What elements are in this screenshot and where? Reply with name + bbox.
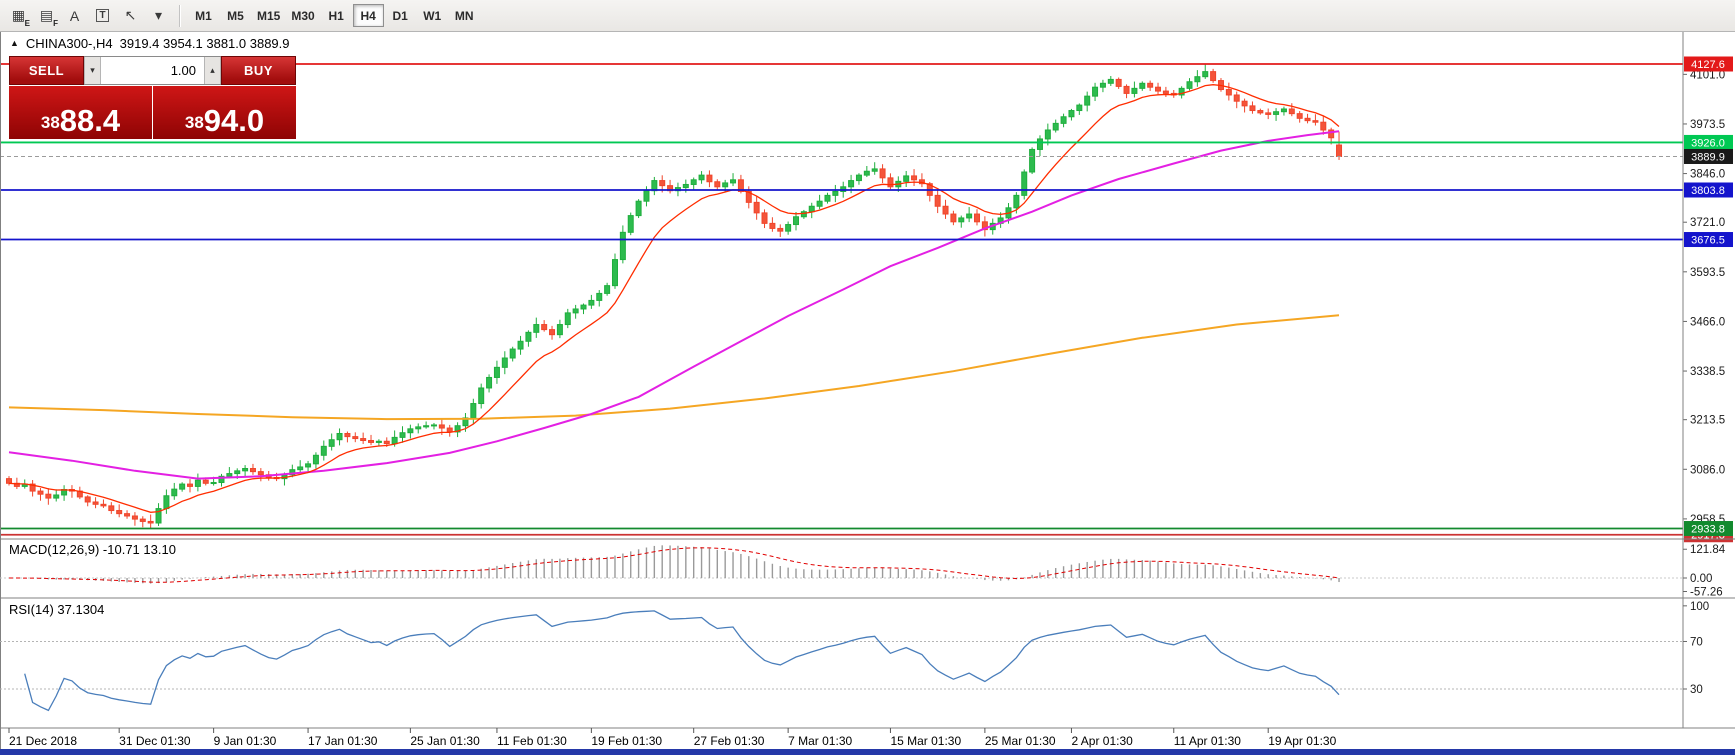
volume-increase-button[interactable]: ▴ (204, 57, 221, 84)
svg-text:3086.0: 3086.0 (1690, 464, 1725, 476)
timeframe-m1-button[interactable]: M1 (188, 4, 219, 27)
drawing-tools-group: ▦ E ▤ F A T ↖ ▾ (5, 3, 172, 29)
svg-text:100: 100 (1690, 601, 1709, 613)
timeframe-h4-button[interactable]: H4 (352, 4, 384, 27)
timeframe-m15-button[interactable]: M15 (252, 4, 285, 27)
timeframe-m5-button[interactable]: M5 (220, 4, 251, 27)
svg-text:15 Mar 01:30: 15 Mar 01:30 (890, 734, 961, 748)
svg-text:3889.9: 3889.9 (1691, 151, 1725, 163)
svg-text:4101.0: 4101.0 (1690, 69, 1725, 81)
svg-text:3466.0: 3466.0 (1690, 316, 1725, 328)
arrow-tool-dropdown-caret[interactable]: ▾ (154, 7, 163, 23)
svg-text:30: 30 (1690, 684, 1703, 696)
pattern-tool-f-icon[interactable]: ▤ F (39, 7, 58, 28)
ask-price-main: 94.0 (203, 102, 265, 138)
svg-text:-57.26: -57.26 (1690, 587, 1723, 599)
svg-text:3721.0: 3721.0 (1690, 217, 1725, 229)
timeframe-w1-button[interactable]: W1 (417, 4, 448, 27)
trade-controls-row: SELL ▾ ▴ BUY (9, 56, 296, 85)
text-label-tool-icon[interactable]: A (69, 7, 80, 24)
buy-price-button[interactable]: 38 94.0 (153, 86, 296, 139)
text-box-tool-icon[interactable]: T (89, 3, 116, 29)
svg-text:27 Feb 01:30: 27 Feb 01:30 (694, 734, 765, 748)
sell-price-button[interactable]: 38 88.4 (9, 86, 152, 139)
svg-text:3973.5: 3973.5 (1690, 119, 1725, 131)
rsi-indicator-label: RSI(14) 37.1304 (9, 602, 105, 617)
bid-price-prefix: 38 (40, 113, 60, 132)
chart-ohlc-values: 3919.4 3954.1 3881.0 3889.9 (119, 36, 290, 51)
svg-text:3593.5: 3593.5 (1690, 267, 1725, 279)
svg-text:25 Mar 01:30: 25 Mar 01:30 (985, 734, 1056, 748)
svg-text:3803.8: 3803.8 (1691, 185, 1725, 197)
chart-symbol-period: CHINA300-,H4 (25, 36, 113, 51)
main-toolbar: ▦ E ▤ F A T ↖ ▾ M1 M5 M15 M30 H1 H4 D1 W1 MN (0, 0, 1735, 32)
volume-input[interactable] (101, 57, 204, 84)
svg-text:11 Apr 01:30: 11 Apr 01:30 (1174, 734, 1241, 748)
svg-text:25 Jan 01:30: 25 Jan 01:30 (410, 734, 480, 748)
svg-text:4127.6: 4127.6 (1691, 59, 1725, 71)
svg-text:17 Jan 01:30: 17 Jan 01:30 (308, 734, 378, 748)
svg-text:7 Mar 01:30: 7 Mar 01:30 (788, 734, 852, 748)
svg-text:19 Feb 01:30: 19 Feb 01:30 (591, 734, 662, 748)
volume-decrease-button[interactable]: ▾ (84, 57, 101, 84)
pattern-tool-e-icon[interactable]: ▦ E (11, 7, 30, 28)
svg-text:3338.5: 3338.5 (1690, 366, 1725, 378)
bid-price-main: 88.4 (59, 102, 121, 138)
ask-price-prefix: 38 (184, 113, 204, 132)
svg-text:31 Dec 01:30: 31 Dec 01:30 (119, 734, 191, 748)
svg-text:2933.8: 2933.8 (1691, 524, 1725, 536)
macd-indicator-label: MACD(12,26,9) -10.71 13.10 (9, 542, 176, 557)
arrow-tool-icon[interactable]: ↖ (124, 7, 137, 23)
toolbar-separator (179, 4, 181, 27)
timeframe-d1-button[interactable]: D1 (385, 4, 416, 27)
timeframe-mn-button[interactable]: MN (449, 4, 480, 27)
svg-text:3213.5: 3213.5 (1690, 415, 1725, 427)
timeframe-buttons-group: M1 M5 M15 M30 H1 H4 D1 W1 MN (188, 4, 480, 27)
timeframe-m30-button[interactable]: M30 (286, 4, 319, 27)
svg-text:9 Jan 01:30: 9 Jan 01:30 (214, 734, 277, 748)
svg-text:11 Feb 01:30: 11 Feb 01:30 (497, 734, 567, 748)
volume-stepper: ▾ ▴ (84, 56, 221, 85)
svg-text:3676.5: 3676.5 (1691, 235, 1725, 247)
svg-text:21 Dec 2018: 21 Dec 2018 (9, 734, 77, 748)
svg-text:0.00: 0.00 (1690, 573, 1712, 585)
svg-text:70: 70 (1690, 636, 1703, 648)
svg-text:19 Apr 01:30: 19 Apr 01:30 (1268, 734, 1336, 748)
sell-button[interactable]: SELL (9, 56, 84, 85)
chart-title: ▲ CHINA300-,H4 3919.4 3954.1 3881.0 3889… (10, 36, 290, 51)
chart-symbol-icon: ▲ (10, 38, 19, 48)
svg-text:121.84: 121.84 (1690, 544, 1726, 556)
svg-text:2 Apr 01:30: 2 Apr 01:30 (1071, 734, 1133, 748)
timeframe-h1-button[interactable]: H1 (321, 4, 352, 27)
buy-button[interactable]: BUY (221, 56, 296, 85)
svg-text:3846.0: 3846.0 (1690, 169, 1725, 181)
trade-prices-row: 38 88.4 38 94.0 (9, 86, 296, 139)
svg-text:3926.0: 3926.0 (1691, 137, 1725, 149)
